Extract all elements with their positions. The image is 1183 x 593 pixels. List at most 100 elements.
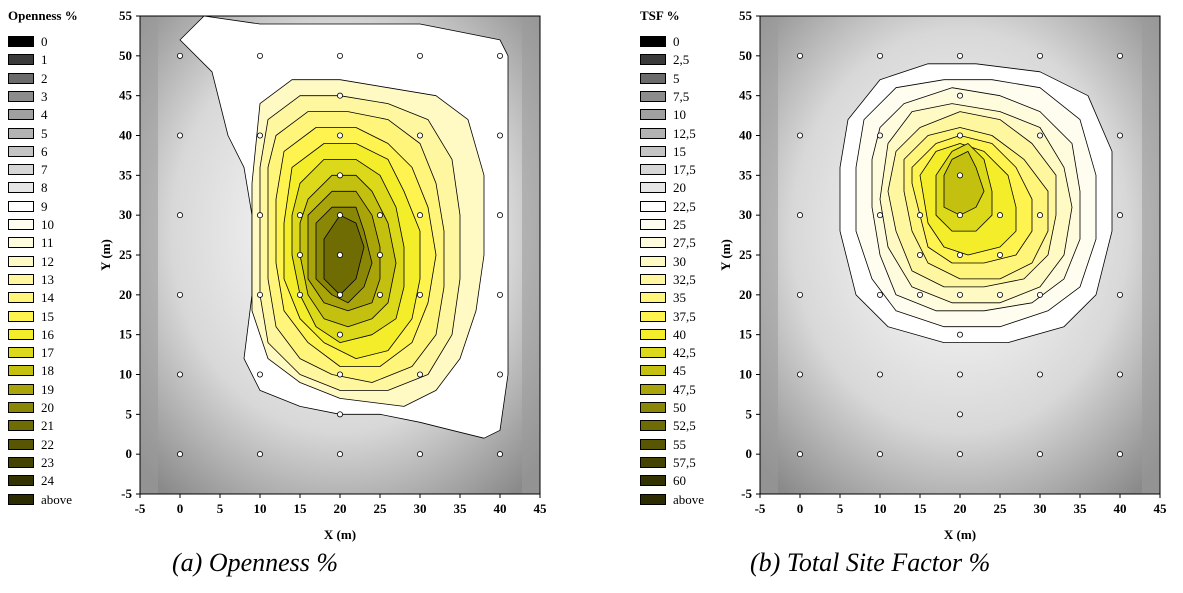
sample-point: [1036, 52, 1043, 59]
legend-swatch: [8, 72, 34, 84]
sample-point: [956, 172, 963, 179]
x-tick-label: -5: [755, 501, 766, 516]
sample-point: [376, 251, 383, 258]
sample-point: [336, 212, 343, 219]
y-tick-label: 10: [739, 367, 752, 382]
sample-point: [956, 371, 963, 378]
legend-swatch: [640, 200, 666, 212]
sample-point: [996, 251, 1003, 258]
y-axis-label: Y (m): [100, 239, 113, 271]
legend-swatch: [640, 164, 666, 176]
sample-point: [336, 291, 343, 298]
sample-point: [876, 291, 883, 298]
sample-point: [1116, 212, 1123, 219]
x-tick-label: 15: [294, 501, 308, 516]
legend-swatch: [640, 145, 666, 157]
legend-label: 23: [41, 454, 54, 470]
legend-label: 7: [41, 162, 48, 178]
sample-point: [496, 132, 503, 139]
legend-swatch: [8, 109, 34, 121]
x-tick-label: 15: [914, 501, 928, 516]
sample-point: [1116, 132, 1123, 139]
legend-swatch: [8, 475, 34, 487]
sample-point: [876, 371, 883, 378]
legend-label: 37,5: [673, 308, 696, 324]
sample-point: [496, 451, 503, 458]
sample-point: [336, 411, 343, 418]
legend-label: 45: [673, 363, 686, 379]
sample-point: [956, 212, 963, 219]
sample-point: [876, 132, 883, 139]
y-tick-label: 10: [119, 367, 132, 382]
sample-point: [256, 291, 263, 298]
sample-point: [296, 291, 303, 298]
edge-band-right: [522, 16, 540, 494]
sample-point: [496, 212, 503, 219]
sample-point: [177, 371, 184, 378]
legend-label: 0: [673, 34, 680, 49]
sample-point: [956, 251, 963, 258]
y-tick-label: 5: [126, 406, 133, 421]
legend-label: 2,5: [673, 52, 690, 68]
legend-swatch: [640, 420, 666, 432]
sample-point: [177, 451, 184, 458]
legend-swatch: [8, 200, 34, 212]
legend-swatch: [8, 54, 34, 66]
legend-swatch: [640, 493, 666, 505]
caption-a: (a) Openness %: [172, 548, 339, 577]
legend-label: 17,5: [673, 162, 696, 178]
sample-point: [876, 451, 883, 458]
legend-swatch: [640, 438, 666, 450]
legend-label: 22: [41, 436, 54, 452]
legend-label: 10: [41, 217, 54, 232]
legend-swatch: [640, 90, 666, 102]
legend-label: 2: [41, 70, 48, 86]
x-tick-label: -5: [135, 501, 146, 516]
sample-point: [177, 212, 184, 219]
legend-label: 22,5: [673, 198, 696, 214]
legend-label: 6: [41, 143, 48, 159]
legend-label: 15: [673, 143, 686, 159]
x-tick-label: 0: [797, 501, 804, 516]
y-tick-label: 45: [739, 88, 753, 103]
edge-band-left: [140, 16, 158, 494]
legend-label: 50: [673, 400, 686, 415]
legend-swatch: [8, 255, 34, 267]
x-tick-label: 35: [1074, 501, 1088, 516]
legend-label: 1: [41, 52, 48, 68]
sample-point: [876, 52, 883, 59]
y-tick-label: 55: [739, 8, 753, 23]
x-tick-label: 5: [217, 501, 224, 516]
x-axis-label: X (m): [944, 527, 976, 542]
sample-point: [1116, 371, 1123, 378]
sample-point: [916, 291, 923, 298]
legend-swatch: [640, 328, 666, 340]
x-tick-label: 5: [837, 501, 844, 516]
legend-swatch: [640, 347, 666, 359]
caption-b: (b) Total Site Factor %: [750, 548, 991, 577]
legend-swatch: [640, 72, 666, 84]
sample-point: [376, 212, 383, 219]
legend-swatch: [640, 456, 666, 468]
legend-label: above: [41, 491, 73, 507]
x-tick-label: 40: [1114, 501, 1127, 516]
sample-point: [1036, 132, 1043, 139]
sample-point: [1116, 451, 1123, 458]
sample-point: [416, 52, 423, 59]
legend-swatch: [8, 292, 34, 304]
legend-label: above: [673, 491, 705, 507]
legend-swatch: [640, 127, 666, 139]
legend-swatch: [8, 328, 34, 340]
sample-point: [416, 132, 423, 139]
legend-swatch: [640, 237, 666, 249]
legend-label: 32,5: [673, 271, 696, 287]
sample-point: [956, 132, 963, 139]
sample-point: [797, 371, 804, 378]
legend-label: 8: [41, 180, 48, 196]
legend-label: 60: [673, 473, 686, 489]
legend-label: 21: [41, 418, 54, 434]
sample-point: [336, 92, 343, 99]
legend-swatch: [8, 182, 34, 194]
legend-label: 4: [41, 107, 48, 123]
sample-point: [956, 331, 963, 338]
